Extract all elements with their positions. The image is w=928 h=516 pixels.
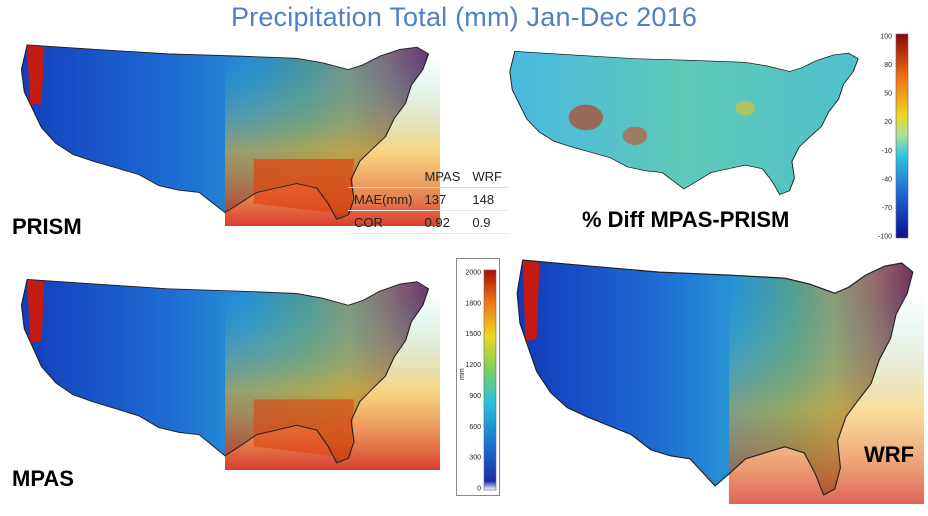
colorbar-tick-label: 100 <box>880 34 892 41</box>
stats-table: MPAS WRF MAE(mm) 137 148 COR 0.92 0.9 <box>348 165 508 234</box>
prism-map <box>10 36 440 226</box>
stats-cell: COR <box>348 210 419 234</box>
precip-colorbar: mm 2000 1800 1500 1200 900 600 300 0 <box>456 258 500 496</box>
colorbar-tick-label: 20 <box>884 119 892 126</box>
stats-cell: 148 <box>466 187 508 211</box>
diff-colorbar: 100 80 50 20 -10 -40 -70 -100 <box>872 32 918 240</box>
prism-label: PRISM <box>12 214 82 239</box>
colorbar-tick-label: 2000 <box>465 270 481 277</box>
stats-cell: 0.9 <box>466 210 508 234</box>
colorbar-tick-label: 300 <box>469 455 481 462</box>
wrf-map <box>506 248 924 504</box>
colorbar-tick-label: -40 <box>882 176 892 183</box>
diff-label: % Diff MPAS-PRISM <box>582 207 790 232</box>
mpas-map <box>10 270 440 470</box>
precip-colorbar-unit: mm <box>459 368 466 380</box>
stats-row: MAE(mm) 137 148 <box>348 187 508 211</box>
mpas-label: MPAS <box>12 466 74 491</box>
diff-map <box>500 44 868 200</box>
colorbar-tick-label: -10 <box>882 148 892 155</box>
colorbar-tick-label: 1200 <box>465 362 481 369</box>
colorbar-tick-label: -100 <box>878 234 892 241</box>
colorbar-tick-label: -70 <box>882 205 892 212</box>
stats-header-wrf: WRF <box>466 165 508 188</box>
colorbar-tick-label: 1800 <box>465 300 481 307</box>
stats-cell: 137 <box>418 187 467 211</box>
colorbar-tick-label: 1500 <box>465 331 481 338</box>
colorbar-tick-label: 50 <box>884 91 892 98</box>
stats-cell: MAE(mm) <box>348 187 419 211</box>
colorbar-tick-label: 80 <box>884 62 892 69</box>
stats-cell: 0.92 <box>418 210 467 234</box>
colorbar-tick-label: 900 <box>469 393 481 400</box>
stats-header-mpas: MPAS <box>418 165 467 188</box>
stats-header-row: MPAS WRF <box>348 165 508 188</box>
stats-row: COR 0.92 0.9 <box>348 210 508 234</box>
colorbar-tick-label: 600 <box>469 424 481 431</box>
wrf-label: WRF <box>864 442 915 467</box>
figure-title: Precipitation Total (mm) Jan-Dec 2016 <box>230 2 698 32</box>
colorbar-tick-label: 0 <box>477 486 481 493</box>
stats-header-blank <box>348 165 419 188</box>
